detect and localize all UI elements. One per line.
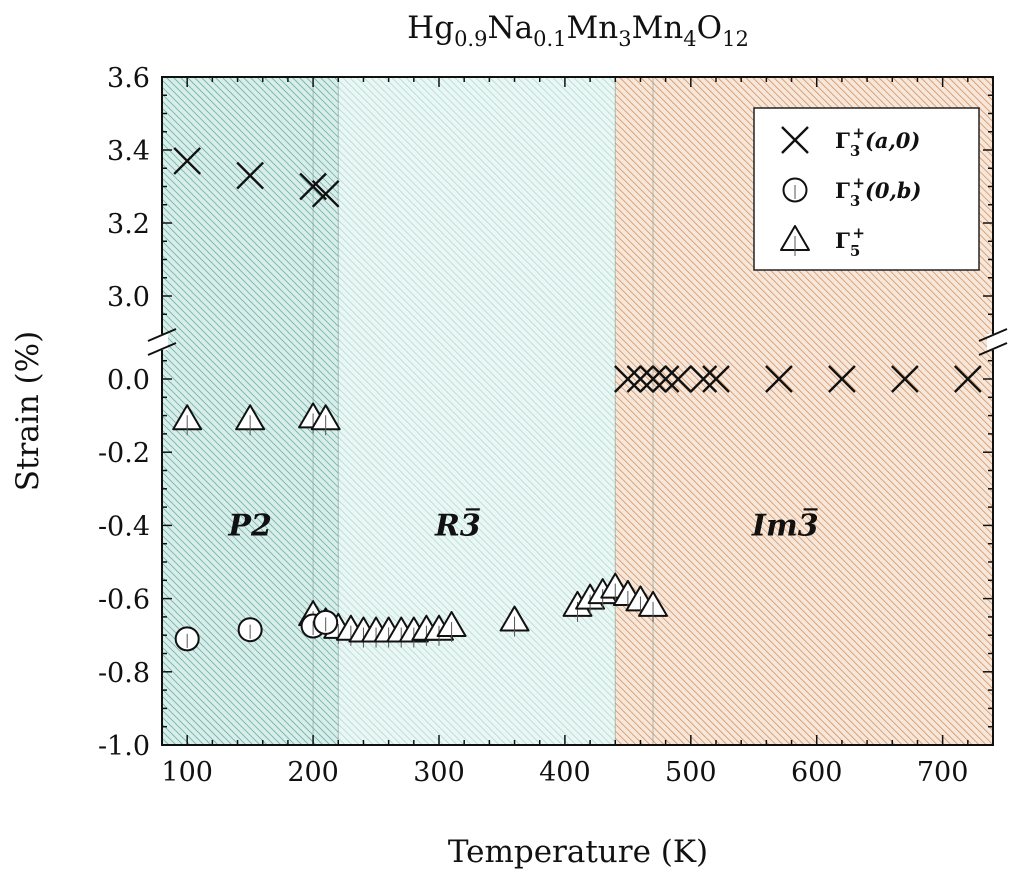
y-tick-label: -0.4	[98, 511, 150, 542]
phase-label: Im3	[751, 508, 819, 543]
data-point-x	[953, 365, 982, 393]
data-point-x	[236, 161, 264, 190]
axis-break-mark-left	[147, 328, 177, 342]
y-tick-label: 3.4	[107, 136, 150, 167]
x-tick-label: 100	[161, 757, 213, 788]
y-axis-label: Strain (%)	[10, 331, 46, 491]
data-point-triangle	[235, 404, 266, 436]
data-point-x	[765, 365, 793, 393]
phase-label: P2	[227, 508, 271, 543]
data-point-x	[626, 365, 655, 393]
phase-hatch	[615, 77, 993, 745]
data-point-x	[689, 365, 718, 393]
data-point-x	[311, 179, 340, 208]
x-tick-label: 200	[287, 757, 339, 788]
x-tick-label: 600	[791, 757, 843, 788]
data-point-x	[828, 365, 856, 393]
data-point-x	[614, 365, 642, 393]
y-tick-label: 3.0	[107, 282, 150, 313]
data-point-triangle	[499, 605, 530, 637]
y-tick-label: -0.8	[98, 658, 150, 689]
legend-marker-triangle	[780, 225, 810, 256]
axes	[147, 76, 1008, 746]
data-point-triangle	[310, 404, 341, 436]
data-point-circle	[237, 617, 263, 643]
y-tick-label: 0.0	[107, 365, 150, 396]
y-tick-label: 3.6	[107, 63, 150, 94]
legend: Γ3+(a,0)Γ3+(0,b)Γ5+	[753, 107, 980, 271]
data-point-x	[639, 365, 667, 393]
phase-label: R3	[434, 508, 481, 543]
data-point-triangle	[172, 404, 203, 436]
x-tick-label: 500	[665, 757, 717, 788]
data-point-x	[299, 172, 327, 201]
y-tick-label: -0.6	[98, 585, 150, 616]
phase-labels: P2 R3 Im3	[227, 508, 819, 543]
data-point-triangle	[638, 590, 669, 622]
data-markers	[172, 147, 982, 652]
x-tick-label: 700	[917, 757, 969, 788]
data-point-circle	[313, 609, 339, 635]
data-point-x	[891, 365, 919, 393]
chart-title: Hg0.9Na0.1Mn3Mn4O12	[407, 10, 749, 51]
axis-break-mark-left	[147, 342, 177, 356]
y-tick-label: 3.2	[107, 209, 150, 240]
y-tick-label: -1.0	[98, 731, 150, 762]
y-tick-label: -0.2	[98, 438, 150, 469]
axis-break-mark-right	[978, 328, 1008, 342]
y-axis-ticks: 3.0 3.2 3.4 3.6 -1.0 -0.8 -0.6 -0.4 -0.2 0.0	[98, 63, 993, 762]
legend-marker-circle	[782, 177, 808, 203]
data-point-x	[173, 147, 202, 175]
data-point-circle	[174, 626, 200, 652]
legend-marker-x	[781, 126, 809, 154]
x-axis-label: Temperature (K)	[448, 834, 708, 870]
axis-break-mark-right	[978, 342, 1008, 356]
phase-hatch	[338, 77, 616, 745]
data-point-x	[702, 365, 730, 393]
x-tick-label: 300	[413, 757, 465, 788]
data-point-x	[664, 365, 693, 393]
data-point-x	[651, 365, 680, 393]
x-axis-ticks: 100 200 300 400 500 600 700	[161, 77, 994, 788]
x-tick-label: 400	[539, 757, 591, 788]
data-point-triangle	[436, 611, 467, 643]
phase-hatch	[162, 77, 339, 745]
plot-frame	[161, 76, 994, 746]
